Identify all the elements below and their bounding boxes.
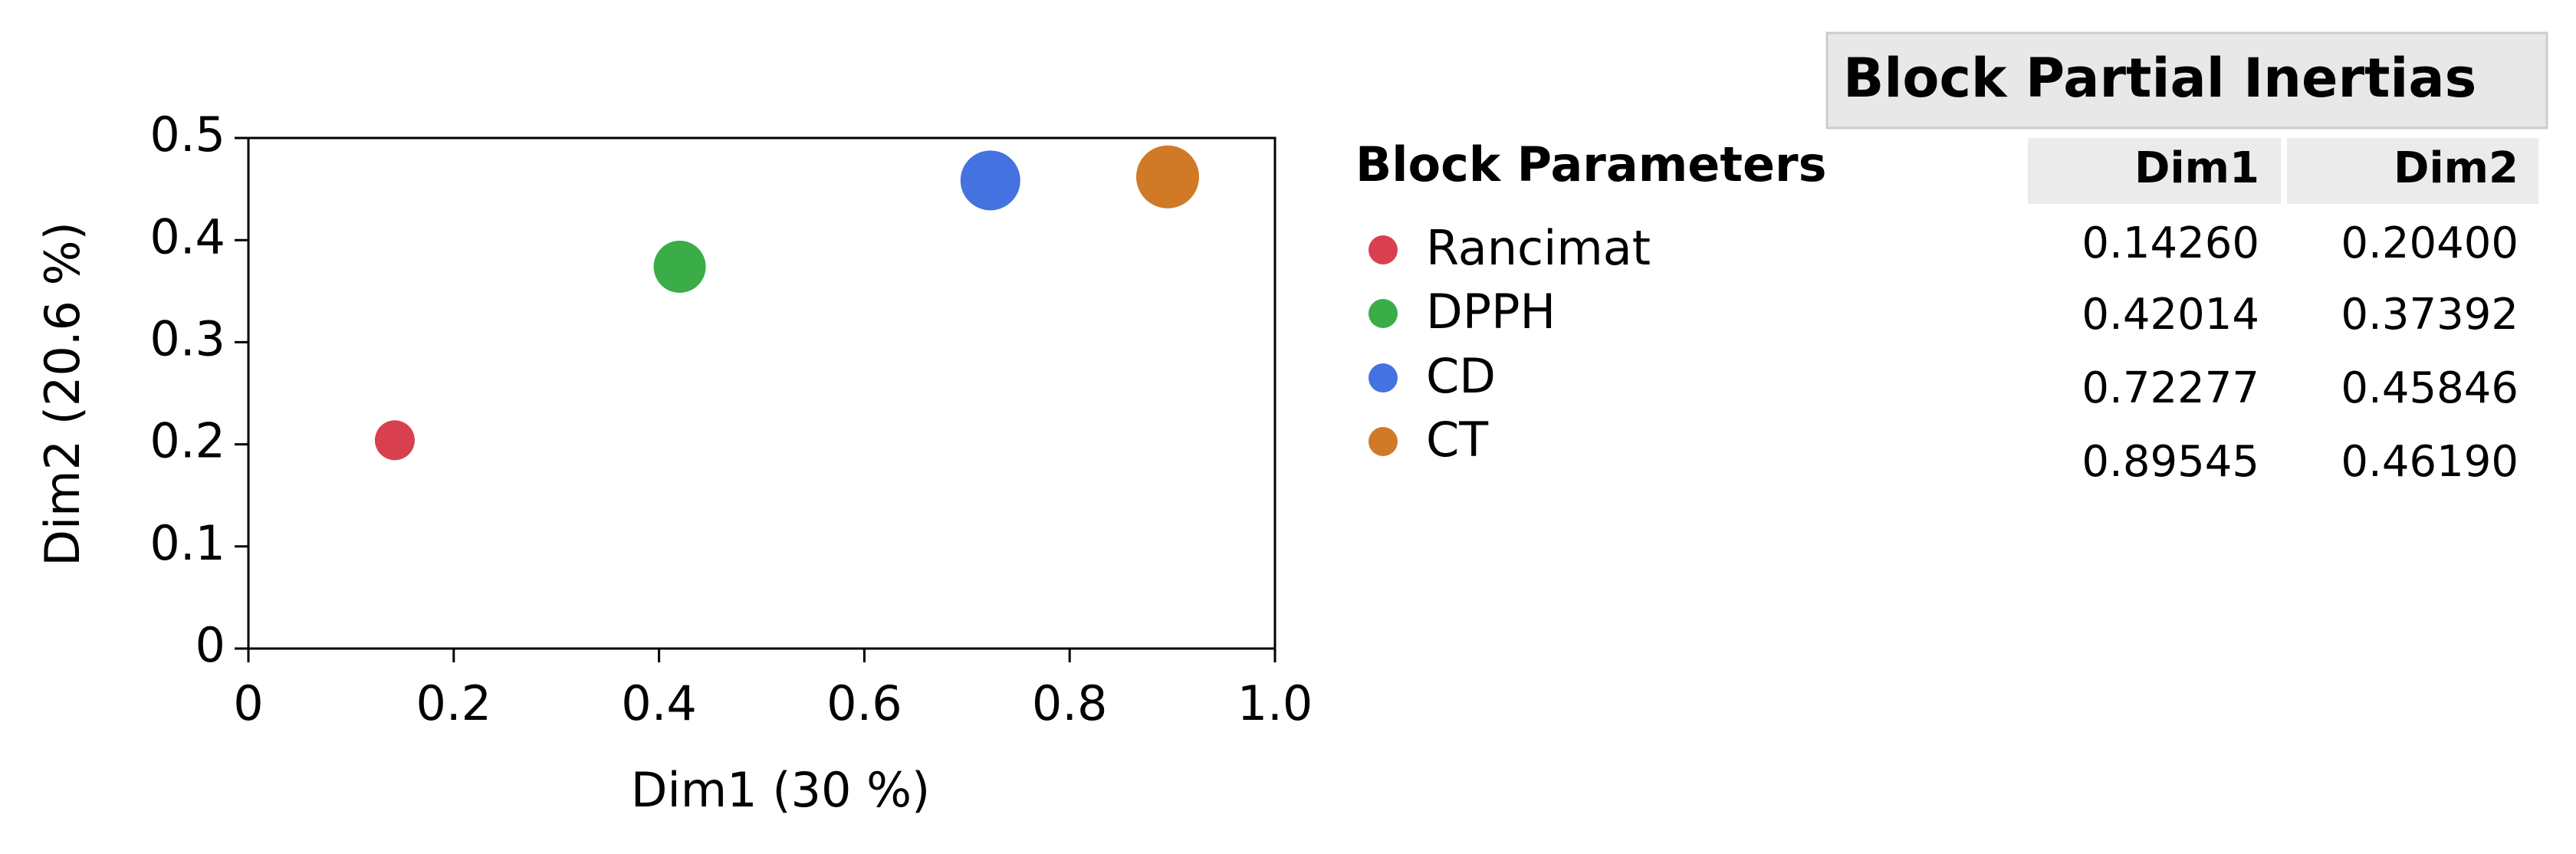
table-header: Dim1 <box>2134 143 2259 193</box>
table-cell: 0.14260 <box>2082 218 2259 268</box>
plot-frame <box>247 136 1276 650</box>
header-cell <box>2028 138 2281 204</box>
x-tick-label: 1.0 <box>1237 675 1313 731</box>
table-title: Block Partial Inertias <box>1843 47 2476 110</box>
table-cell: 0.45846 <box>2341 363 2518 413</box>
y-tick-label: 0 <box>196 617 225 673</box>
x-tick-label: 0.2 <box>416 675 491 731</box>
table-cell: 0.42014 <box>2082 290 2259 340</box>
y-tick-label: 0.1 <box>150 515 225 571</box>
legend-label: DPPH <box>1426 284 1556 340</box>
table-cell: 0.72277 <box>2082 363 2259 413</box>
legend-label: CD <box>1426 348 1496 404</box>
table-cell: 0.46190 <box>2341 437 2518 487</box>
x-tick-label: 0 <box>233 675 263 731</box>
table-cell: 0.20400 <box>2341 218 2518 268</box>
x-tick-label: 0.8 <box>1032 675 1108 731</box>
table-cell: 0.89545 <box>2082 437 2259 487</box>
legend-marker <box>1368 299 1398 328</box>
legend-label: Rancimat <box>1426 220 1651 276</box>
y-tick-label: 0.4 <box>150 209 225 264</box>
point <box>653 240 706 293</box>
y-tick-label: 0.3 <box>150 310 225 366</box>
y-tick-label: 0.2 <box>150 413 225 469</box>
legend-marker <box>1368 363 1398 393</box>
legend-label: CT <box>1426 412 1489 468</box>
x-tick-label: 0.6 <box>826 675 902 731</box>
point <box>960 150 1020 211</box>
table-title-box <box>1825 31 2548 130</box>
table-header: Dim2 <box>2394 143 2518 193</box>
x-tick-label: 0.4 <box>621 675 697 731</box>
header-cell <box>2287 138 2538 204</box>
x-axis-label: Dim1 (30 %) <box>631 762 930 818</box>
legend-marker <box>1368 235 1398 264</box>
table-cell: 0.37392 <box>2341 290 2518 340</box>
point <box>374 420 415 461</box>
legend-marker <box>1368 427 1398 456</box>
y-axis-label: Dim2 (20.6 %) <box>34 222 90 567</box>
y-tick-label: 0.5 <box>150 107 225 163</box>
point <box>1136 145 1200 209</box>
legend-title: Block Parameters <box>1355 136 1827 192</box>
